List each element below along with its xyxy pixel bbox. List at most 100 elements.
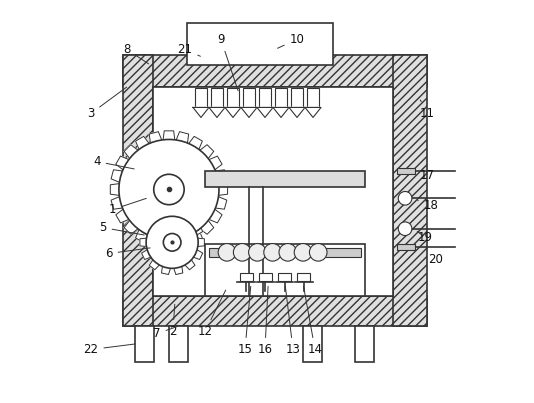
Circle shape bbox=[154, 174, 184, 205]
Polygon shape bbox=[161, 264, 171, 274]
Bar bbox=[210, 88, 223, 108]
Bar bbox=[194, 88, 207, 108]
Polygon shape bbox=[111, 196, 125, 209]
Text: 2: 2 bbox=[169, 304, 177, 338]
Text: 8: 8 bbox=[123, 43, 148, 64]
Polygon shape bbox=[111, 170, 125, 183]
Circle shape bbox=[294, 243, 312, 261]
Text: 10: 10 bbox=[278, 33, 304, 48]
Bar bbox=[397, 244, 415, 250]
Polygon shape bbox=[216, 183, 227, 196]
Text: 1: 1 bbox=[109, 198, 146, 216]
Polygon shape bbox=[142, 225, 153, 236]
Polygon shape bbox=[173, 210, 183, 220]
Bar bbox=[205, 243, 365, 295]
Bar bbox=[226, 88, 239, 108]
Circle shape bbox=[119, 139, 219, 239]
Polygon shape bbox=[163, 131, 175, 142]
Text: 4: 4 bbox=[93, 155, 134, 169]
Bar bbox=[307, 88, 319, 108]
Polygon shape bbox=[198, 145, 214, 160]
Polygon shape bbox=[150, 258, 161, 270]
Text: 12: 12 bbox=[198, 290, 226, 338]
Polygon shape bbox=[136, 227, 151, 243]
Circle shape bbox=[163, 233, 181, 251]
Circle shape bbox=[146, 216, 198, 268]
Text: 17: 17 bbox=[420, 169, 435, 182]
Polygon shape bbox=[187, 227, 202, 243]
Polygon shape bbox=[289, 108, 305, 117]
Bar bbox=[290, 88, 303, 108]
Polygon shape bbox=[213, 170, 227, 183]
Polygon shape bbox=[136, 136, 151, 152]
Polygon shape bbox=[184, 215, 195, 226]
Polygon shape bbox=[184, 258, 195, 270]
Bar bbox=[303, 326, 322, 361]
Text: 7: 7 bbox=[153, 326, 177, 340]
Bar bbox=[393, 56, 427, 326]
Text: 9: 9 bbox=[217, 33, 238, 91]
Text: 11: 11 bbox=[420, 100, 435, 120]
Polygon shape bbox=[149, 132, 163, 145]
Bar bbox=[259, 273, 272, 281]
Text: 18: 18 bbox=[418, 199, 438, 212]
Polygon shape bbox=[207, 208, 222, 223]
Text: 22: 22 bbox=[83, 343, 136, 356]
Polygon shape bbox=[209, 108, 225, 117]
Text: 14: 14 bbox=[303, 286, 323, 356]
Circle shape bbox=[218, 243, 236, 261]
Circle shape bbox=[264, 243, 281, 261]
Text: 6: 6 bbox=[105, 247, 150, 260]
Circle shape bbox=[309, 243, 327, 261]
Bar bbox=[153, 87, 393, 295]
Polygon shape bbox=[273, 108, 289, 117]
Circle shape bbox=[279, 243, 296, 261]
Bar bbox=[355, 326, 374, 361]
Circle shape bbox=[233, 243, 251, 261]
Polygon shape bbox=[196, 238, 205, 247]
Circle shape bbox=[398, 222, 412, 235]
Text: 21: 21 bbox=[177, 43, 200, 56]
Text: 13: 13 bbox=[285, 286, 301, 356]
Bar bbox=[123, 56, 153, 326]
Polygon shape bbox=[305, 108, 321, 117]
Polygon shape bbox=[198, 218, 214, 234]
Bar bbox=[397, 168, 415, 174]
Polygon shape bbox=[124, 218, 140, 234]
Polygon shape bbox=[150, 215, 161, 226]
Polygon shape bbox=[161, 210, 171, 220]
Polygon shape bbox=[124, 145, 140, 160]
Polygon shape bbox=[163, 237, 175, 248]
Polygon shape bbox=[116, 208, 131, 223]
Polygon shape bbox=[111, 183, 122, 196]
Bar bbox=[242, 88, 255, 108]
Polygon shape bbox=[116, 156, 131, 171]
Polygon shape bbox=[192, 249, 203, 260]
Bar bbox=[274, 88, 287, 108]
Text: 3: 3 bbox=[87, 87, 127, 120]
Polygon shape bbox=[149, 233, 163, 247]
Circle shape bbox=[398, 191, 412, 205]
Polygon shape bbox=[192, 225, 203, 236]
Bar bbox=[205, 171, 365, 187]
Polygon shape bbox=[257, 108, 273, 117]
Text: 20: 20 bbox=[427, 248, 443, 266]
Polygon shape bbox=[140, 238, 148, 247]
Polygon shape bbox=[173, 264, 183, 274]
Polygon shape bbox=[213, 196, 227, 209]
Bar bbox=[209, 248, 361, 257]
Bar bbox=[169, 326, 188, 361]
Bar bbox=[123, 56, 427, 87]
Polygon shape bbox=[207, 156, 222, 171]
Bar bbox=[123, 295, 427, 326]
Text: 16: 16 bbox=[257, 286, 272, 356]
Polygon shape bbox=[175, 132, 189, 145]
Circle shape bbox=[249, 243, 266, 261]
Polygon shape bbox=[187, 136, 202, 152]
Polygon shape bbox=[175, 233, 189, 247]
Bar bbox=[187, 23, 333, 65]
Text: 19: 19 bbox=[417, 231, 433, 244]
Polygon shape bbox=[193, 108, 209, 117]
Polygon shape bbox=[142, 249, 153, 260]
Bar bbox=[258, 88, 271, 108]
